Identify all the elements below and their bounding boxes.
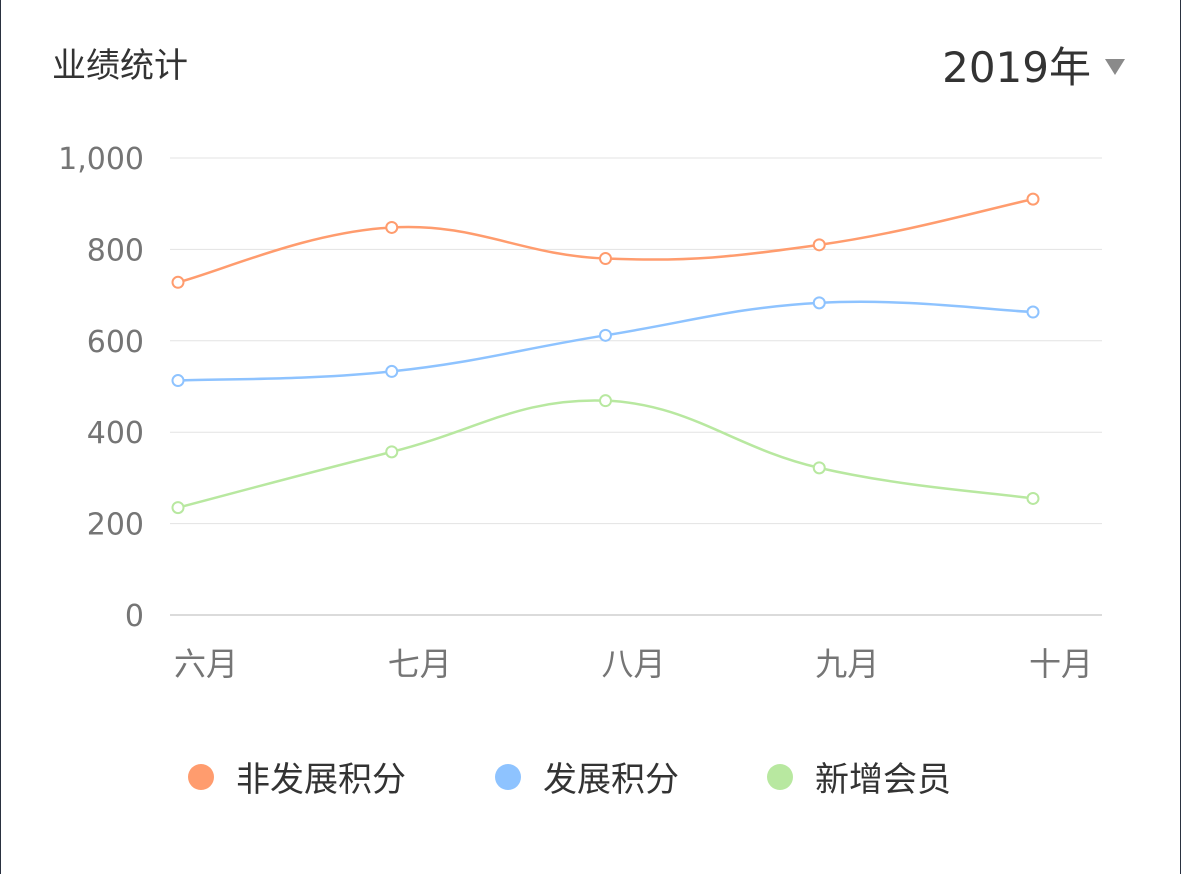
legend-item-non-dev-points[interactable]: 非发展积分 [188, 752, 406, 801]
series-layer [171, 192, 1040, 515]
legend-dot-icon [767, 763, 793, 790]
chart-legend: 非发展积分 发展积分 新增会员 [0, 752, 1183, 802]
data-point [171, 501, 185, 515]
y-tick-label: 400 [87, 416, 144, 451]
legend-label: 发展积分 [543, 760, 679, 800]
grid-layer [170, 157, 1102, 616]
page-title: 业绩统计 [52, 46, 188, 86]
y-tick-label: 600 [87, 325, 144, 360]
series-line [177, 197, 1034, 284]
y-tick-label: 1,000 [58, 142, 144, 177]
data-point [1026, 305, 1040, 319]
legend-label: 非发展积分 [236, 760, 406, 800]
x-tick-label: 七月 [388, 645, 452, 683]
series-non-dev-points [171, 192, 1040, 289]
data-point [599, 394, 612, 408]
data-point [385, 364, 399, 378]
data-point [599, 328, 612, 342]
x-tick-label: 九月 [815, 645, 879, 683]
x-tick-label: 八月 [601, 645, 665, 683]
y-axis-ticks: 1,000 800 600 400 200 0 [58, 142, 144, 634]
legend-label: 新增会员 [815, 760, 951, 800]
series-new-members [171, 394, 1040, 515]
year-value: 2019年 [942, 43, 1091, 92]
legend-item-new-members[interactable]: 新增会员 [767, 752, 951, 801]
data-point [1026, 491, 1040, 505]
x-tick-label: 六月 [174, 645, 238, 683]
data-point [385, 445, 399, 459]
data-point [1026, 192, 1040, 206]
year-dropdown[interactable]: 2019年 [942, 34, 1125, 95]
caret-down-icon [1105, 58, 1125, 75]
y-tick-label: 0 [125, 599, 144, 634]
data-point [812, 238, 826, 252]
data-point [599, 252, 612, 266]
data-point [171, 275, 185, 289]
data-point [812, 296, 826, 310]
line-chart: 1,000 800 600 400 200 0 六月 七月 八月 九月 十月 [58, 142, 1102, 683]
legend-dot-icon [495, 763, 521, 790]
data-point [385, 220, 399, 234]
series-line [177, 399, 1034, 509]
y-tick-label: 800 [87, 233, 144, 268]
y-tick-label: 200 [87, 508, 144, 543]
legend-dot-icon [188, 763, 214, 790]
x-tick-label: 十月 [1029, 645, 1093, 683]
data-point [812, 461, 826, 475]
series-dev-points [171, 296, 1040, 388]
legend-item-dev-points[interactable]: 发展积分 [495, 752, 679, 801]
x-axis-ticks: 六月 七月 八月 九月 十月 [174, 645, 1093, 683]
data-point [171, 374, 185, 388]
